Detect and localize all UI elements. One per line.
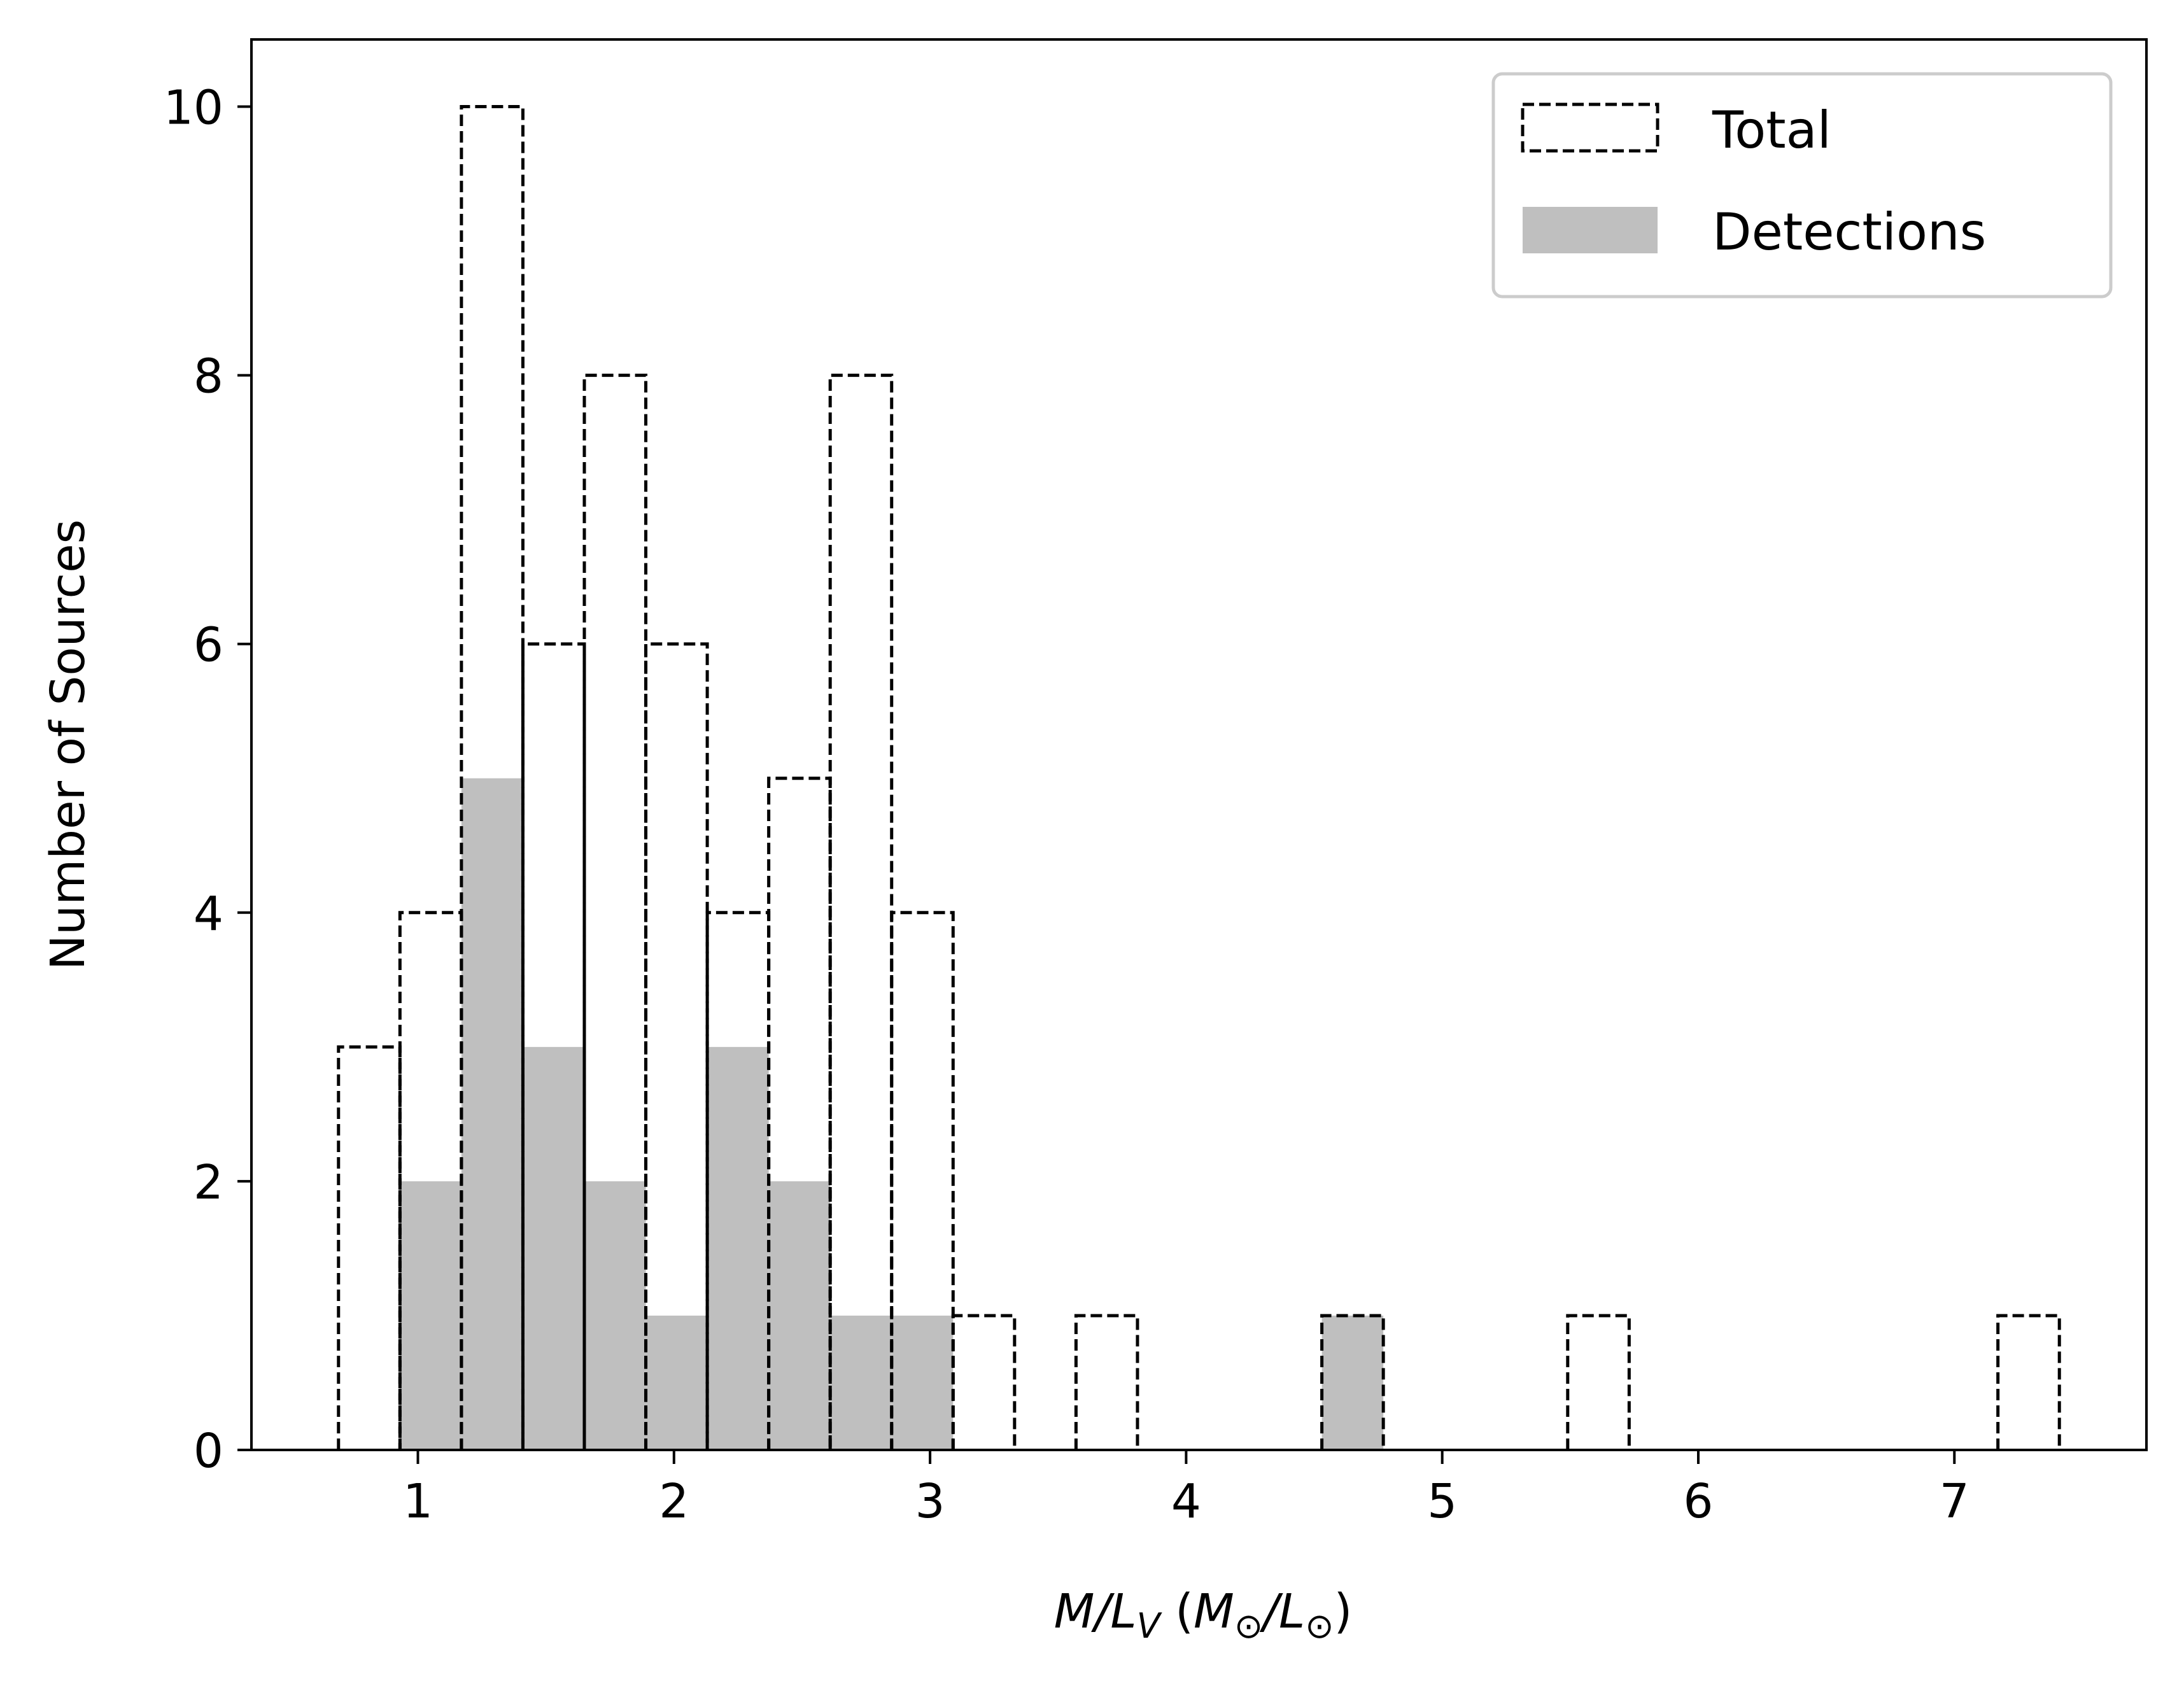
- total-bar-3: [521, 642, 586, 1450]
- detections-bar-6: [768, 1181, 831, 1450]
- y-tick-label-6: 6: [194, 618, 223, 673]
- x-tick-label-5: 5: [1427, 1474, 1457, 1529]
- xlabel-subscript-v: V: [1137, 1606, 1163, 1646]
- total-bar-12: [1320, 1314, 1385, 1450]
- xlabel-m-sun: M: [1194, 1584, 1234, 1639]
- y-tick-label-8: 8: [194, 349, 223, 404]
- total-bar-5: [644, 642, 709, 1450]
- total-bar-9: [890, 911, 955, 1450]
- y-tick-label-4: 4: [194, 887, 223, 941]
- total-bar-10: [951, 1314, 1017, 1450]
- x-tick-label-6: 6: [1683, 1474, 1713, 1529]
- detections-bar-7: [830, 1315, 892, 1450]
- legend-label-detections: Detections: [1712, 202, 1986, 262]
- detections-bar-2: [523, 1046, 584, 1450]
- legend-label-total: Total: [1712, 101, 1831, 160]
- y-axis-ticks: 0 2 4 6 8 10: [164, 81, 251, 1479]
- detections-bar-5: [707, 1046, 769, 1450]
- xlabel-open-paren: (: [1160, 1584, 1194, 1639]
- legend-swatch-total: [1521, 102, 1659, 153]
- legend: Total Detections: [1491, 72, 2113, 299]
- total-bars: [337, 105, 2061, 1450]
- legend-swatch-detections: [1523, 207, 1658, 253]
- total-bar-13: [1566, 1314, 1631, 1450]
- detections-bar-4: [645, 1315, 708, 1450]
- detections-bar-1: [461, 778, 523, 1450]
- total-bar-14: [1996, 1314, 2061, 1450]
- detections-bar-3: [584, 1181, 646, 1450]
- y-tick-label-0: 0: [194, 1424, 223, 1479]
- xlabel-sun-symbol-2: ⊙: [1305, 1606, 1334, 1646]
- detections-bar-9: [1321, 1315, 1384, 1450]
- y-tick-label-2: 2: [194, 1155, 223, 1210]
- x-tick-label-4: 4: [1171, 1474, 1201, 1529]
- detections-bars: [400, 778, 1384, 1450]
- plot-frame: [250, 38, 2148, 1451]
- y-tick-label-10: 10: [164, 81, 223, 136]
- xlabel-l: L: [1110, 1584, 1136, 1639]
- x-axis-ticks: 1 2 3 4 5 6 7: [403, 1450, 1969, 1529]
- xlabel-sun-symbol-1: ⊙: [1234, 1606, 1263, 1646]
- x-tick-label-1: 1: [403, 1474, 433, 1529]
- xlabel-l-sun: L: [1279, 1584, 1305, 1639]
- detections-bar-0: [400, 1181, 461, 1450]
- xlabel-close-paren: ): [1334, 1584, 1353, 1639]
- y-axis-label: Number of Sources: [41, 519, 95, 970]
- x-tick-label-2: 2: [659, 1474, 689, 1529]
- xlabel-m: M: [1054, 1584, 1095, 1639]
- total-bar-11: [1074, 1314, 1139, 1450]
- x-tick-label-7: 7: [1940, 1474, 1969, 1529]
- x-axis-label: M/LV (M⊙/L⊙): [1054, 1584, 1353, 1646]
- x-tick-label-3: 3: [915, 1474, 945, 1529]
- detections-bar-8: [891, 1315, 954, 1450]
